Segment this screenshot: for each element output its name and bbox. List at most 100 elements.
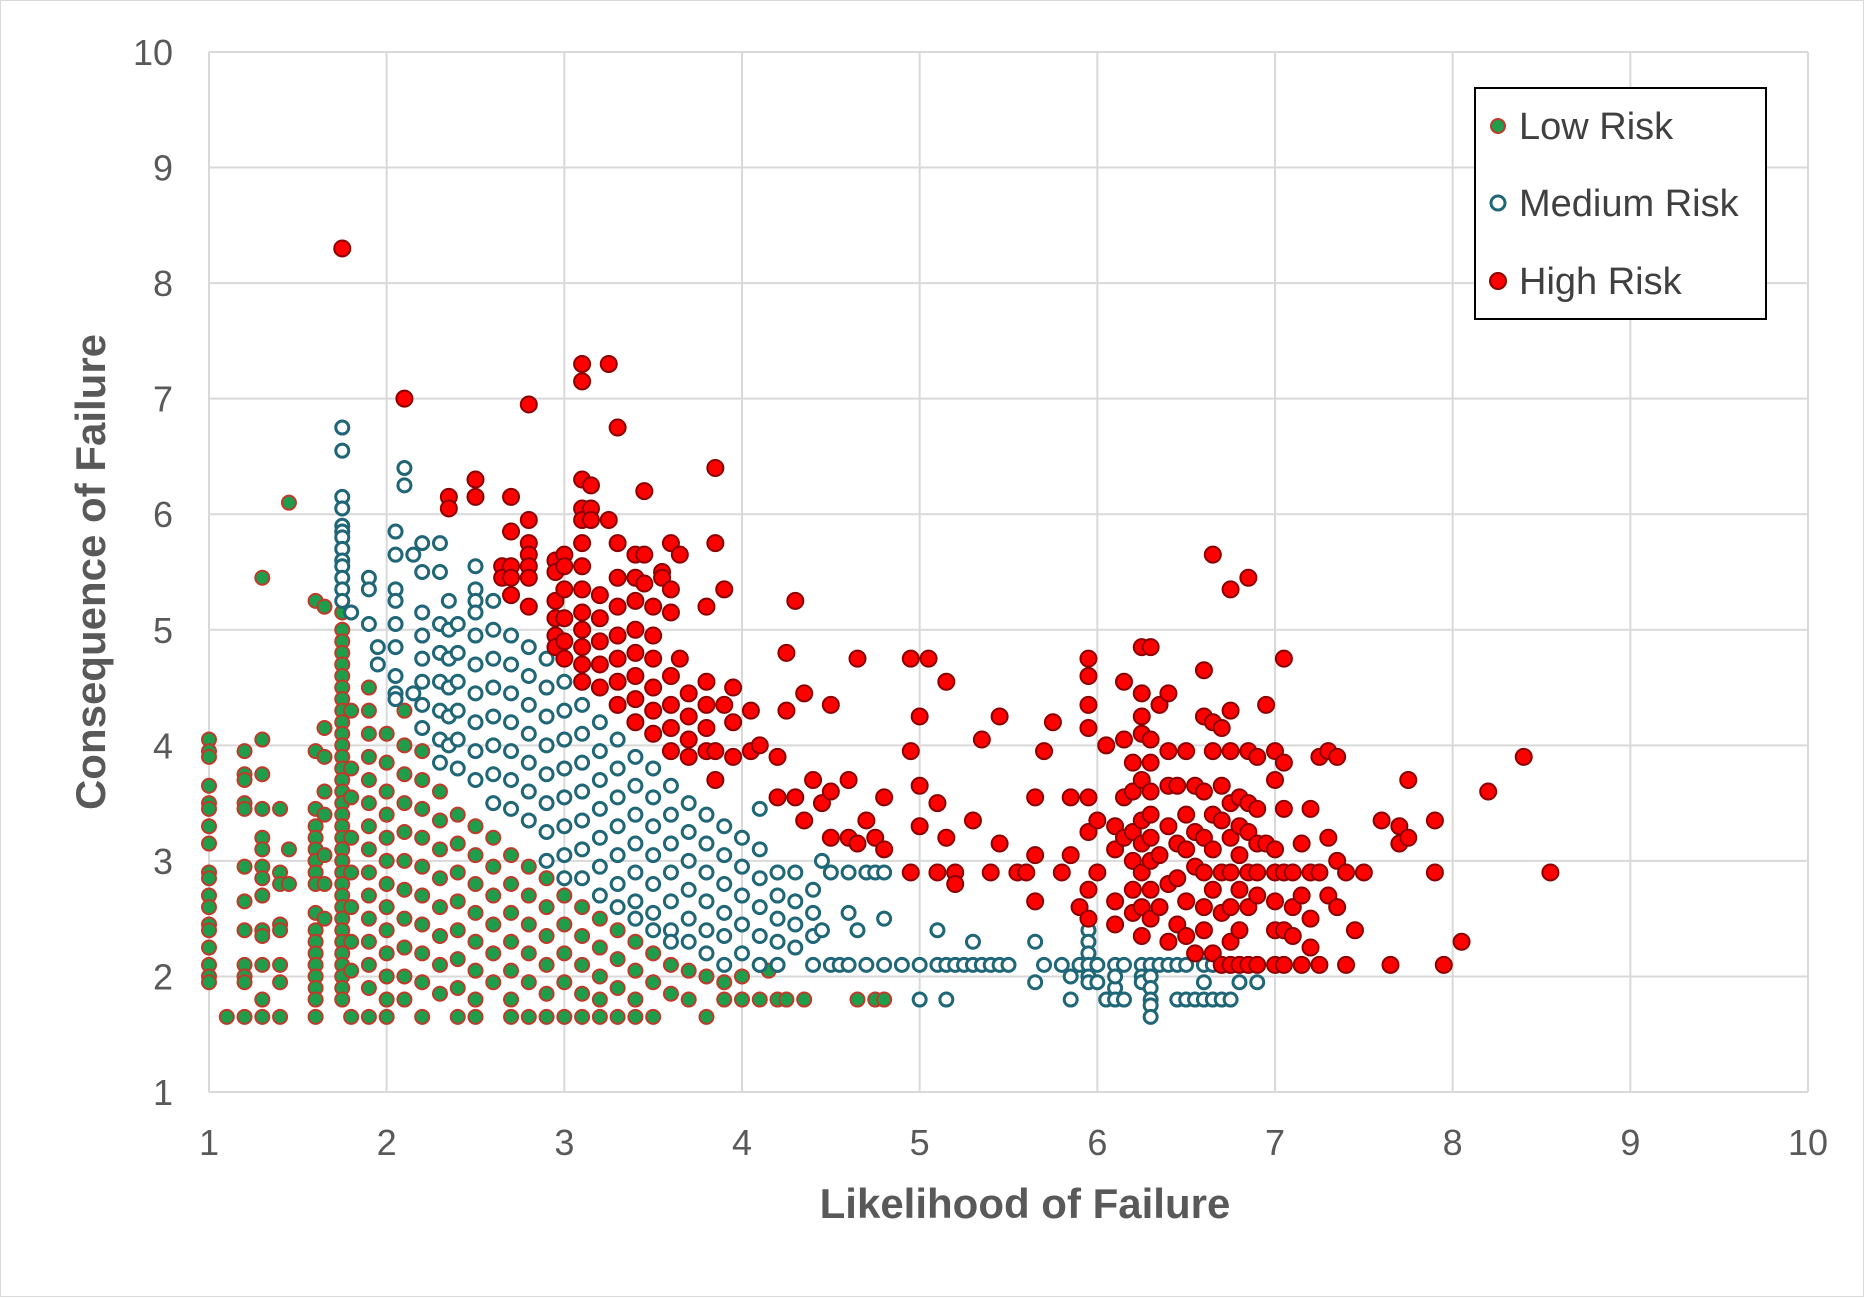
point-high-risk (1052, 863, 1071, 882)
point-high-risk (670, 545, 689, 564)
point-high-risk (1292, 955, 1311, 974)
point-low-risk (449, 1008, 466, 1025)
point-medium-risk (387, 592, 404, 609)
point-high-risk (1088, 863, 1107, 882)
point-high-risk (928, 794, 947, 813)
point-low-risk (414, 887, 431, 904)
point-high-risk (804, 771, 823, 789)
point-medium-risk (1115, 991, 1132, 1008)
point-medium-risk (680, 852, 697, 869)
point-high-risk (1337, 863, 1356, 882)
point-low-risk (645, 1008, 662, 1025)
point-high-risk (1141, 782, 1160, 801)
point-high-risk (1097, 736, 1116, 755)
point-low-risk (645, 945, 662, 962)
point-high-risk (1381, 955, 1400, 974)
point-high-risk (635, 574, 654, 593)
point-medium-risk (645, 847, 662, 864)
point-high-risk (1274, 955, 1293, 974)
point-high-risk (608, 534, 627, 553)
point-high-risk (502, 487, 521, 506)
y-tick-label: 6 (153, 494, 173, 535)
point-medium-risk (716, 956, 733, 973)
point-medium-risk (503, 772, 520, 788)
point-high-risk (821, 782, 840, 801)
point-high-risk (555, 632, 574, 651)
point-low-risk (414, 800, 431, 817)
point-high-risk (1061, 788, 1080, 807)
point-medium-risk (387, 691, 404, 708)
point-medium-risk (591, 800, 608, 817)
point-medium-risk (787, 893, 804, 910)
point-high-risk (573, 534, 592, 553)
x-tick-label: 7 (1265, 1122, 1285, 1163)
point-medium-risk (414, 564, 431, 580)
point-high-risk (1230, 846, 1249, 865)
point-high-risk (1141, 828, 1160, 847)
point-low-risk (662, 985, 679, 1002)
point-medium-risk (805, 956, 822, 973)
point-low-risk (609, 922, 626, 939)
point-low-risk (414, 858, 431, 875)
point-low-risk (467, 904, 484, 921)
point-low-risk (627, 991, 644, 1008)
point-medium-risk (520, 812, 537, 829)
point-high-risk (1399, 771, 1418, 789)
point-low-risk (254, 731, 271, 748)
point-medium-risk (538, 766, 555, 783)
point-high-risk (1177, 927, 1196, 945)
point-high-risk (1248, 886, 1267, 905)
point-low-risk (343, 962, 360, 979)
point-low-risk (538, 985, 555, 1002)
point-high-risk (626, 620, 645, 639)
point-low-risk (431, 956, 448, 973)
point-medium-risk (449, 702, 466, 719)
point-high-risk (1132, 927, 1151, 945)
point-high-risk (590, 632, 609, 651)
point-high-risk (439, 499, 458, 518)
point-low-risk (778, 991, 795, 1008)
point-high-risk (661, 603, 680, 622)
point-medium-risk (627, 893, 644, 910)
point-high-risk (910, 776, 929, 795)
point-low-risk (796, 991, 813, 1008)
point-low-risk (520, 887, 537, 904)
point-medium-risk (538, 679, 555, 696)
point-medium-risk (698, 922, 715, 939)
point-high-risk (1212, 776, 1231, 795)
point-medium-risk (414, 650, 431, 667)
point-medium-risk (503, 656, 520, 673)
point-low-risk (574, 956, 591, 973)
point-high-risk (644, 678, 663, 697)
point-high-risk (1221, 863, 1240, 882)
point-medium-risk (467, 558, 484, 575)
point-high-risk (581, 476, 600, 495)
point-medium-risk (574, 696, 591, 713)
point-high-risk (910, 707, 929, 726)
point-low-risk (360, 772, 377, 788)
point-medium-risk (769, 956, 786, 973)
point-medium-risk (751, 841, 768, 858)
x-tick-label: 8 (1443, 1122, 1463, 1163)
point-medium-risk (1231, 974, 1248, 991)
point-high-risk (857, 811, 876, 830)
point-low-risk (467, 818, 484, 835)
point-medium-risk (556, 673, 573, 690)
point-medium-risk (396, 477, 413, 494)
point-low-risk (449, 922, 466, 939)
point-high-risk (1079, 788, 1098, 807)
point-medium-risk (680, 795, 697, 812)
point-high-risk (1354, 863, 1373, 882)
point-low-risk (272, 800, 289, 817)
point-high-risk (1319, 828, 1338, 847)
point-low-risk (396, 991, 413, 1008)
point-low-risk (316, 598, 333, 615)
legend-box (1474, 87, 1767, 320)
point-low-risk (343, 933, 360, 950)
point-high-risk (1141, 753, 1160, 772)
point-high-risk (333, 239, 352, 258)
point-medium-risk (556, 760, 573, 777)
y-tick-label: 10 (133, 32, 173, 73)
point-medium-risk (787, 916, 804, 933)
